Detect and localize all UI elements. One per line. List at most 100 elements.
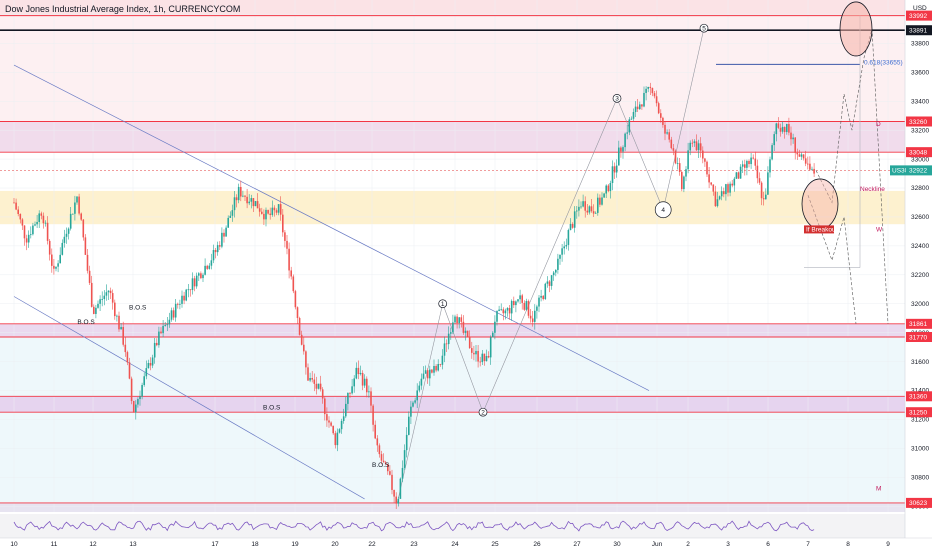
candle-body [708,174,710,183]
candle-body [382,460,385,463]
candle-body [678,163,681,172]
candle-body [139,396,141,400]
candle-body [317,383,320,389]
candle-body [452,322,454,333]
candle-body [706,161,708,175]
candle-body [172,310,175,318]
candle-body [248,201,250,204]
symbol-bg [890,165,906,176]
candle-body [710,182,712,185]
candle-body [72,213,74,215]
candle-body [477,350,479,362]
candle-body [258,208,261,212]
candle-body [534,310,536,322]
candle-body [145,368,148,377]
candle-body [25,238,28,243]
price-tag-bg [906,116,932,127]
candle-body [330,422,332,426]
candle-body [122,327,124,345]
candle-body [741,164,744,167]
candle-body [733,178,736,186]
candle-body [699,143,702,151]
candle-body [416,390,418,401]
candle-body [347,392,349,404]
candle-body [366,378,368,393]
candle-body [19,213,22,220]
candle-body [689,142,691,151]
candle-body [765,194,767,200]
candle-body [359,372,362,375]
breakout-text: If Breakout [806,226,838,233]
candle-body [632,112,635,119]
candle-body [494,321,496,333]
annotation-4: 0.618(33655) [864,59,903,66]
y-tick: 33400 [911,98,929,105]
candle-body [624,133,626,148]
y-tick: 32400 [911,243,929,250]
candles[interactable] [13,82,815,509]
neckline-circle [801,178,839,230]
price-tag-text: 31770 [909,334,927,341]
time-axis[interactable]: 10 11 12 13 17 18 19 20 22 23 24 25 26 27 30 Jun 2 3 6 7 8 9 [0,537,932,548]
candle-body [662,117,664,125]
candle-body [63,236,66,243]
rsi-pane [0,514,905,538]
price-axis[interactable]: 3400033800336003340033200330003280032600… [890,0,932,550]
annotation-5: Neckline [860,186,885,193]
candle-body [748,160,750,165]
candle-body [340,420,343,430]
projection-down [807,195,857,324]
candle-body [332,425,334,434]
y-tick: 31000 [911,446,929,453]
candle-body [34,224,36,226]
candle-body [164,325,166,326]
candle-body [361,372,364,386]
candle-body [42,215,45,224]
candle-body [666,132,668,134]
candle-body [754,158,757,166]
candle-body [40,213,43,216]
breakout-label: If Breakout [804,225,838,234]
candle-body [500,309,502,311]
candle-body [30,234,32,236]
candle-body [531,318,534,322]
candle-body [380,454,383,461]
candle-body [685,169,687,177]
candle-body [130,378,133,402]
candle-body [670,139,673,149]
candle-body [800,154,803,157]
candle-body [74,202,76,214]
candle-body [546,281,549,284]
wave-text: 3 [615,96,619,103]
candle-body [727,184,729,193]
candle-body [412,402,414,407]
candle-body [653,93,656,97]
currency-label: USD [913,5,927,12]
candle-body [51,254,53,266]
candle-body [76,196,78,203]
axis-bg [905,0,932,550]
candle-body [618,147,620,166]
candle-body [429,369,431,379]
candle-body [655,96,658,104]
candle-body [105,292,108,296]
candle-body [447,333,450,345]
candle-body [636,106,639,110]
candle-body [338,429,341,433]
candle-body [720,191,723,197]
candle-body [202,274,204,279]
price-tag-bg [906,391,932,402]
candle-body [552,272,555,276]
candle-body [250,198,253,202]
candle-body [55,266,57,269]
candle-body [435,365,437,371]
candle-body [649,86,652,88]
wave-text: 4 [661,207,665,214]
candle-body [95,307,97,314]
x-tick: 6 [766,541,770,548]
x-tick: 19 [291,541,299,548]
candle-body [450,332,452,334]
candle-body [519,295,521,300]
candle-body [252,198,255,207]
